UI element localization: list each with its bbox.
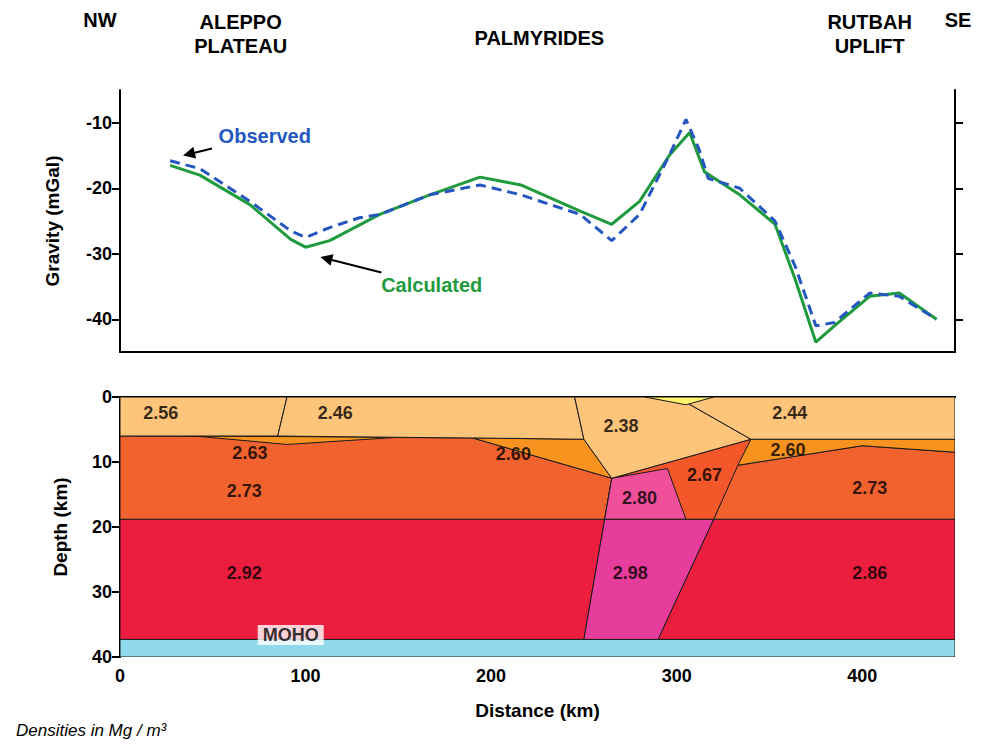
- svg-text:2.73: 2.73: [852, 478, 887, 498]
- svg-text:UPLIFT: UPLIFT: [835, 35, 905, 57]
- svg-text:200: 200: [476, 666, 506, 686]
- svg-text:2.73: 2.73: [227, 481, 262, 501]
- svg-text:-10: -10: [86, 113, 112, 133]
- svg-text:2.98: 2.98: [613, 563, 648, 583]
- svg-text:0: 0: [115, 666, 125, 686]
- svg-text:Densities in Mg / m³: Densities in Mg / m³: [16, 721, 168, 740]
- svg-text:2.56: 2.56: [143, 403, 178, 423]
- svg-text:40: 40: [92, 647, 112, 667]
- svg-text:Observed: Observed: [219, 125, 311, 147]
- svg-text:2.46: 2.46: [318, 403, 353, 423]
- svg-text:0: 0: [102, 387, 112, 407]
- svg-text:-20: -20: [86, 178, 112, 198]
- svg-text:2.86: 2.86: [852, 563, 887, 583]
- svg-text:2.60: 2.60: [770, 440, 805, 460]
- svg-text:PLATEAU: PLATEAU: [194, 35, 287, 57]
- svg-text:-30: -30: [86, 244, 112, 264]
- svg-text:30: 30: [92, 582, 112, 602]
- svg-text:2.38: 2.38: [603, 416, 638, 436]
- svg-text:SE: SE: [945, 9, 972, 31]
- svg-text:2.80: 2.80: [622, 488, 657, 508]
- svg-text:2.63: 2.63: [232, 443, 267, 463]
- svg-text:Depth (km): Depth (km): [50, 477, 71, 576]
- svg-text:2.60: 2.60: [496, 444, 531, 464]
- svg-text:2.44: 2.44: [772, 403, 807, 423]
- svg-text:Distance (km): Distance (km): [475, 700, 600, 721]
- svg-text:PALMYRIDES: PALMYRIDES: [475, 27, 605, 49]
- svg-text:RUTBAH: RUTBAH: [827, 11, 911, 33]
- svg-text:Gravity (mGal): Gravity (mGal): [42, 156, 63, 287]
- svg-text:10: 10: [92, 452, 112, 472]
- svg-text:-40: -40: [86, 309, 112, 329]
- svg-text:ALEPPO: ALEPPO: [199, 11, 281, 33]
- svg-text:20: 20: [92, 517, 112, 537]
- svg-text:NW: NW: [83, 9, 116, 31]
- svg-text:400: 400: [847, 666, 877, 686]
- svg-text:2.67: 2.67: [687, 465, 722, 485]
- svg-text:300: 300: [662, 666, 692, 686]
- svg-text:100: 100: [291, 666, 321, 686]
- svg-text:Calculated: Calculated: [381, 274, 482, 296]
- svg-text:2.92: 2.92: [227, 563, 262, 583]
- svg-text:MOHO: MOHO: [263, 625, 319, 645]
